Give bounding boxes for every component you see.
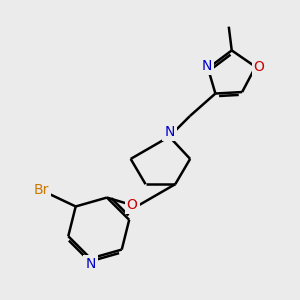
Text: N: N [164,124,175,139]
Text: N: N [85,257,96,271]
Text: Br: Br [33,183,49,197]
Text: O: O [127,198,138,212]
Text: N: N [201,59,212,73]
Text: O: O [254,60,265,74]
